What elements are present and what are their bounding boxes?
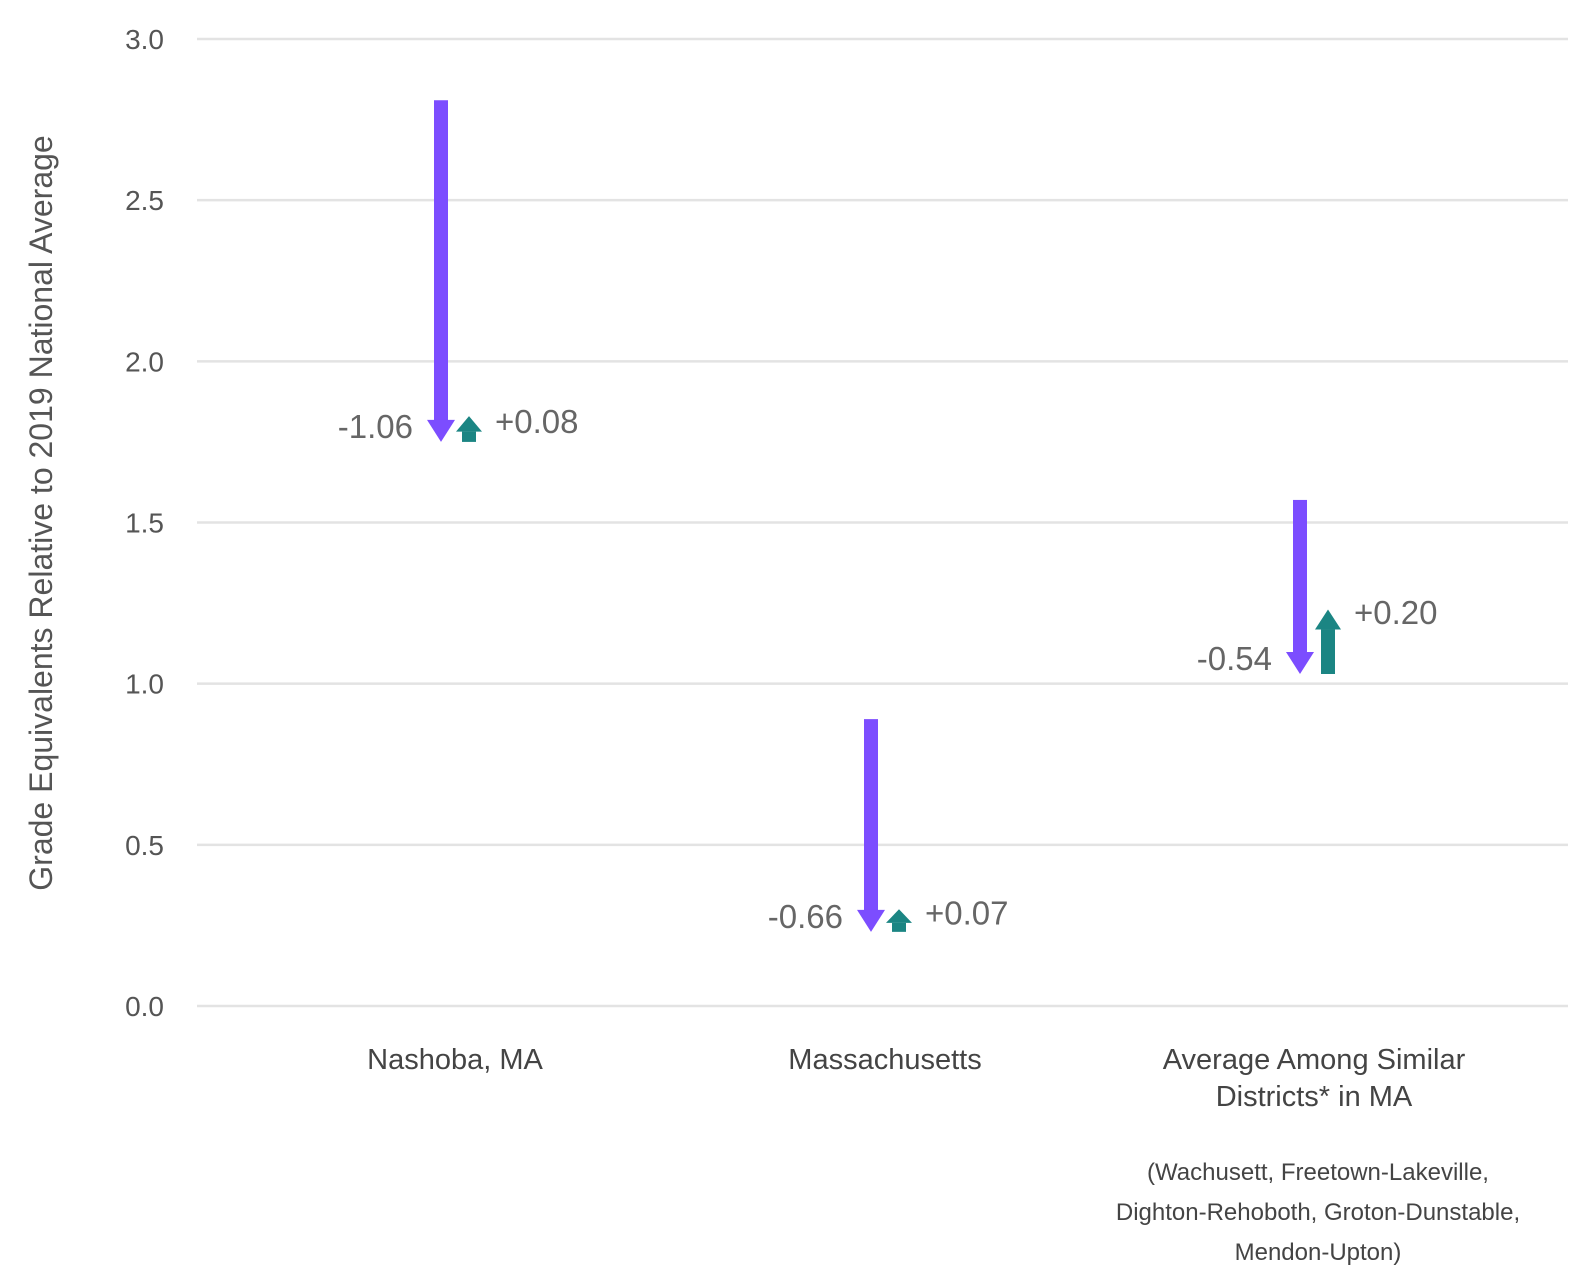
decline-arrow-shaft	[1293, 499, 1307, 654]
recovery-arrow	[456, 416, 482, 442]
y-tick-label: 1.5	[125, 508, 164, 539]
decline-data-label: -0.66	[768, 898, 843, 935]
y-tick-label: 2.5	[125, 185, 164, 216]
chart-marks: -1.06 +0.08 -0.66 +0.07 -0.54 +0.20	[338, 100, 1438, 935]
y-axis-ticks: 0.0 0.5 1.0 1.5 2.0 2.5 3.0	[125, 24, 164, 1022]
decline-arrow-shaft	[434, 100, 448, 422]
recovery-data-label: +0.08	[495, 403, 579, 440]
recovery-arrow-head	[1315, 609, 1341, 630]
y-tick-label: 0.5	[125, 830, 164, 861]
decline-arrow-head	[857, 909, 885, 932]
decline-arrow	[1286, 499, 1314, 674]
recovery-arrow-head	[456, 416, 482, 432]
category-note: Dighton-Rehoboth, Groton-Dunstable,	[1116, 1199, 1520, 1226]
category-note: (Wachusett, Freetown-Lakeville,	[1147, 1159, 1489, 1186]
category-labels: Nashoba, MA Massachusetts Average Among Si…	[367, 1044, 1520, 1266]
gridlines	[197, 37, 1568, 1008]
decline-arrow	[857, 719, 885, 932]
decline-arrow-head	[1286, 651, 1314, 674]
decline-arrow	[427, 100, 455, 442]
recovery-arrow-shaft	[1321, 629, 1335, 674]
recovery-arrow	[886, 909, 912, 932]
recovery-arrow-shaft	[892, 922, 906, 932]
category-label: Districts* in MA	[1216, 1081, 1413, 1113]
y-axis-label: Grade Equivalents Relative to 2019 Natio…	[23, 135, 59, 890]
recovery-data-label: +0.07	[925, 895, 1009, 932]
decline-arrow-shaft	[864, 719, 878, 912]
decline-data-label: -1.06	[338, 408, 413, 445]
category-label: Average Among Similar	[1163, 1044, 1466, 1076]
recovery-arrow-shaft	[462, 431, 476, 442]
recovery-arrow	[1315, 609, 1341, 674]
category-note: Mendon-Upton)	[1235, 1239, 1402, 1266]
decline-arrow-head	[427, 419, 455, 442]
y-tick-label: 3.0	[125, 24, 164, 55]
category-label: Massachusetts	[788, 1044, 981, 1076]
decline-data-label: -0.54	[1197, 640, 1272, 677]
category-label: Nashoba, MA	[367, 1044, 543, 1076]
recovery-data-label: +0.20	[1354, 594, 1438, 631]
y-tick-label: 2.0	[125, 346, 164, 377]
y-tick-label: 1.0	[125, 669, 164, 700]
recovery-arrow-head	[886, 909, 912, 923]
y-tick-label: 0.0	[125, 991, 164, 1022]
